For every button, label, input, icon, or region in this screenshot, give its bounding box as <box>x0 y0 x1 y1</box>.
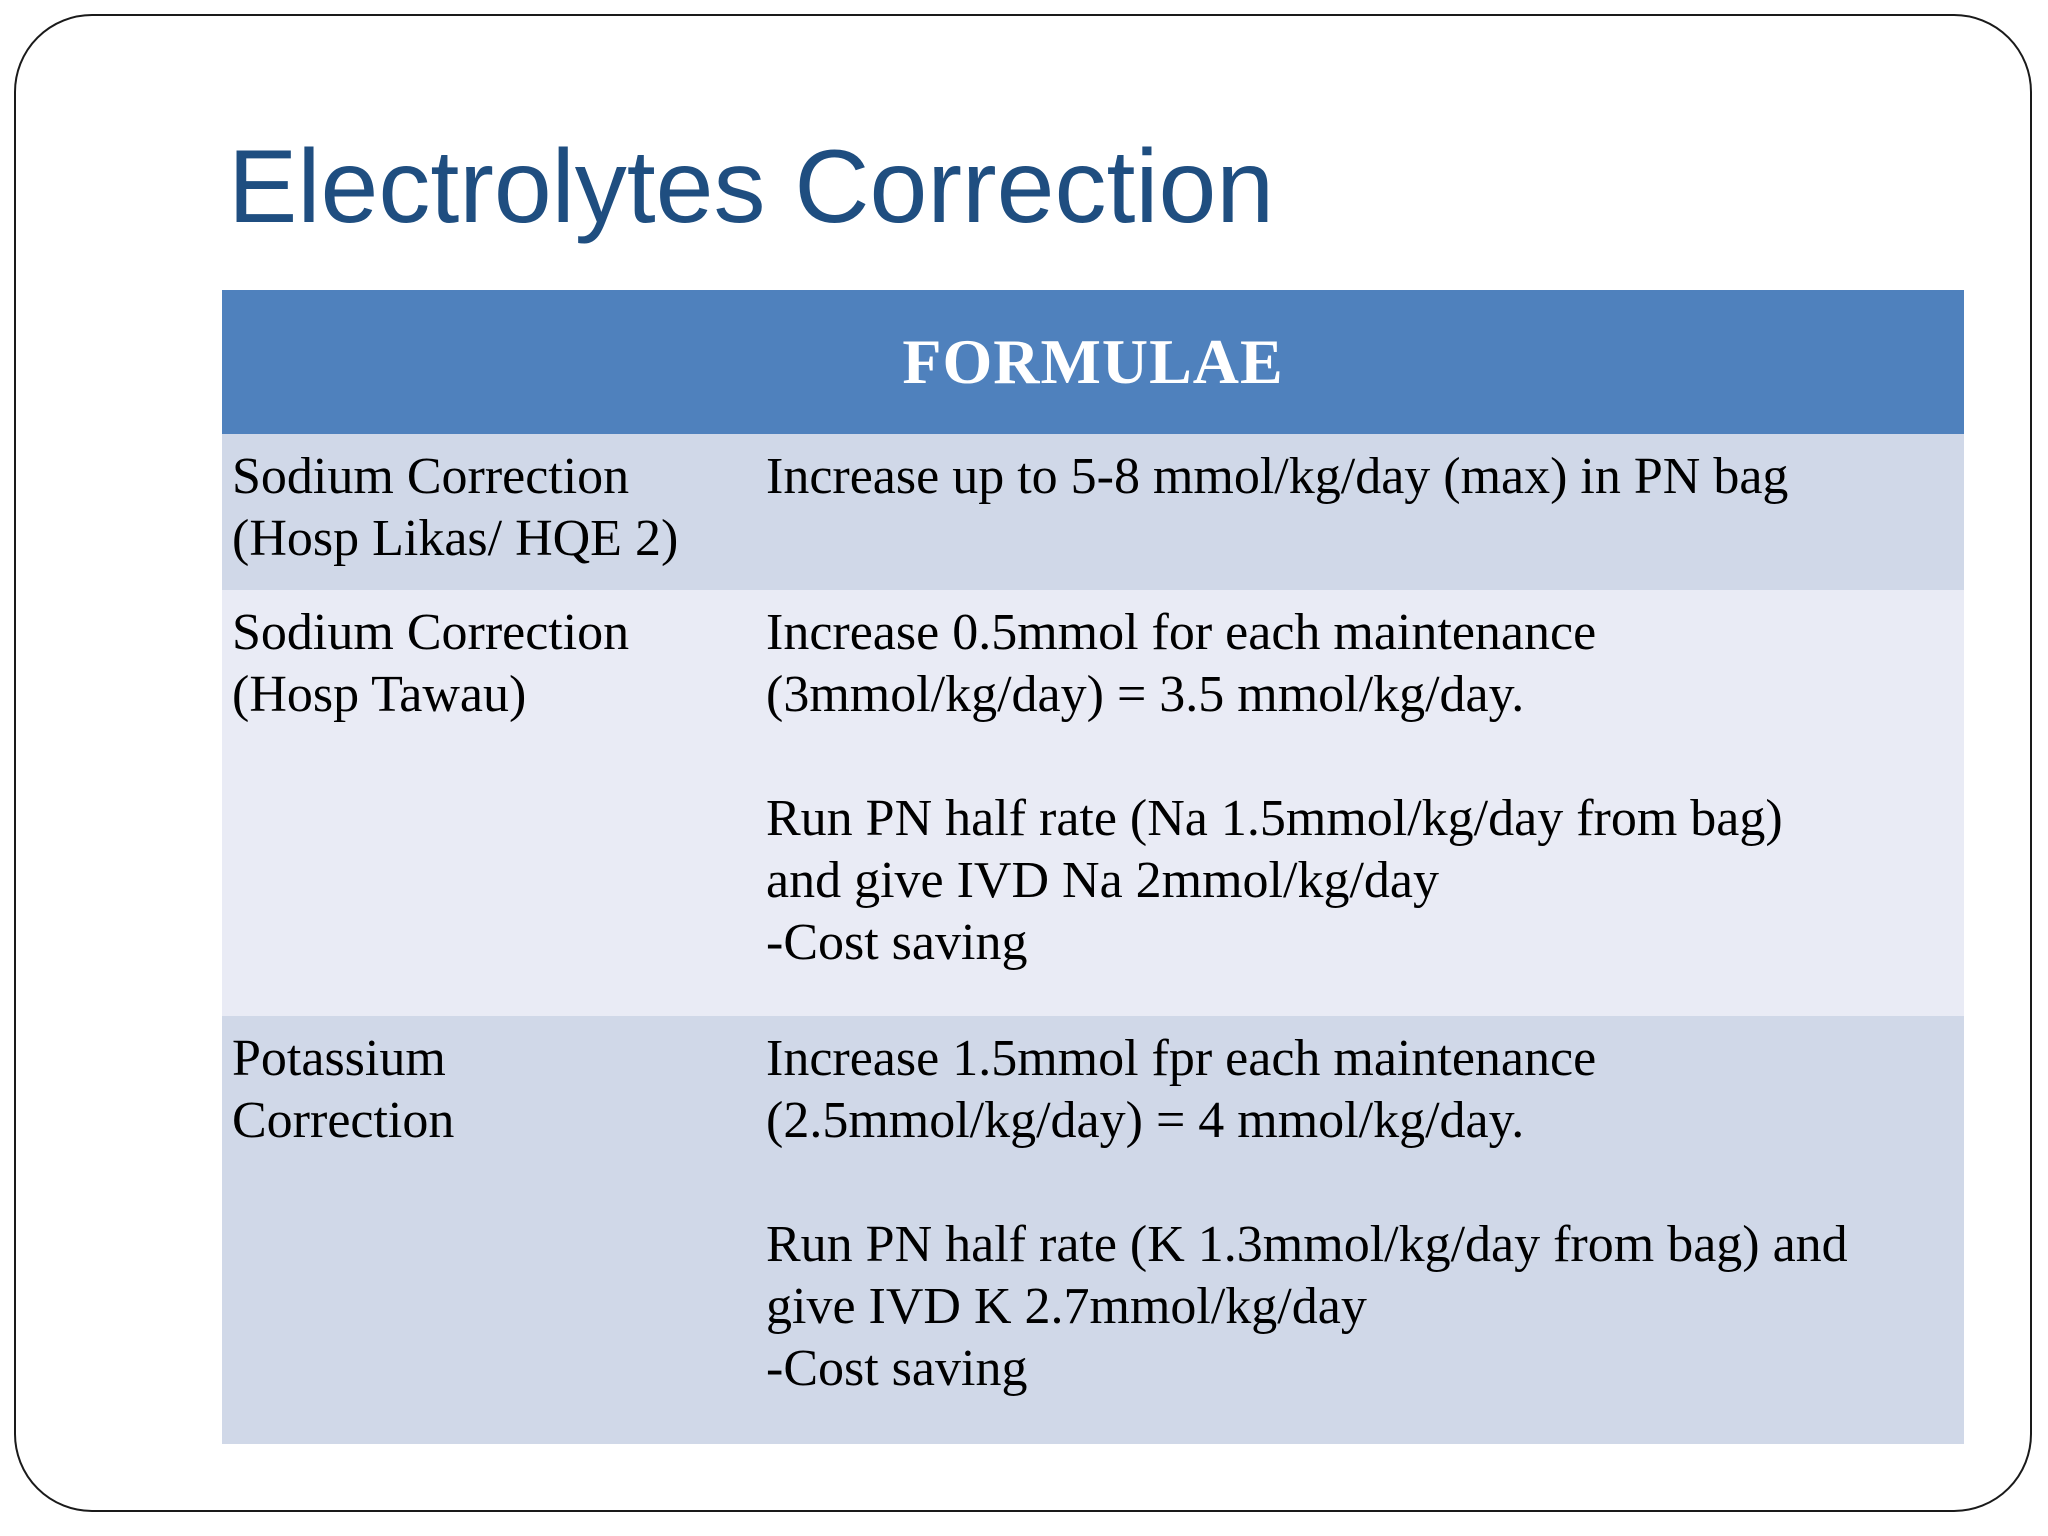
row-label-cell: Potassium Correction <box>222 1016 762 1444</box>
table-row: Potassium Correction Increase 1.5mmol fp… <box>222 1016 1964 1444</box>
row-formula-cell: Increase 0.5mmol for each maintenance (3… <box>762 590 1964 1016</box>
table-row: Sodium Correction (Hosp Tawau) Increase … <box>222 590 1964 1016</box>
formula-line: (3mmol/kg/day) = 3.5 mmol/kg/day. <box>766 666 1525 723</box>
paragraph-gap <box>766 1152 1954 1214</box>
formula-line: (2.5mmol/kg/day) = 4 mmol/kg/day. <box>766 1092 1525 1149</box>
table-row: Sodium Correction (Hosp Likas/ HQE 2) In… <box>222 434 1964 590</box>
row-formula-cell: Increase up to 5-8 mmol/kg/day (max) in … <box>762 434 1964 590</box>
slide-title: Electrolytes Correction <box>228 129 1275 245</box>
row-label-line: Potassium <box>232 1030 446 1087</box>
row-formula-cell: Increase 1.5mmol fpr each maintenance (2… <box>762 1016 1964 1444</box>
formula-line: -Cost saving <box>766 914 1028 971</box>
formula-line: and give IVD Na 2mmol/kg/day <box>766 852 1439 909</box>
formulae-table: FORMULAE Sodium Correction (Hosp Likas/ … <box>222 290 1964 1444</box>
paragraph-gap <box>766 726 1954 788</box>
row-label-line: (Hosp Tawau) <box>232 666 527 723</box>
row-label-cell: Sodium Correction (Hosp Tawau) <box>222 590 762 1016</box>
formula-line: give IVD K 2.7mmol/kg/day <box>766 1278 1367 1335</box>
formula-line: -Cost saving <box>766 1340 1028 1397</box>
row-label-line: Sodium Correction <box>232 448 630 505</box>
row-label-cell: Sodium Correction (Hosp Likas/ HQE 2) <box>222 434 762 590</box>
formula-line: Increase up to 5-8 mmol/kg/day (max) in … <box>766 448 1789 505</box>
row-label-line: Sodium Correction <box>232 604 630 661</box>
formula-line: Run PN half rate (K 1.3mmol/kg/day from … <box>766 1216 1848 1273</box>
formula-line: Run PN half rate (Na 1.5mmol/kg/day from… <box>766 790 1783 847</box>
row-label-line: (Hosp Likas/ HQE 2) <box>232 510 679 567</box>
formula-line: Increase 1.5mmol fpr each maintenance <box>766 1030 1597 1087</box>
table-header-row: FORMULAE <box>222 290 1964 434</box>
table-header: FORMULAE <box>222 290 1964 434</box>
row-label-line: Correction <box>232 1092 455 1149</box>
formula-line: Increase 0.5mmol for each maintenance <box>766 604 1597 661</box>
